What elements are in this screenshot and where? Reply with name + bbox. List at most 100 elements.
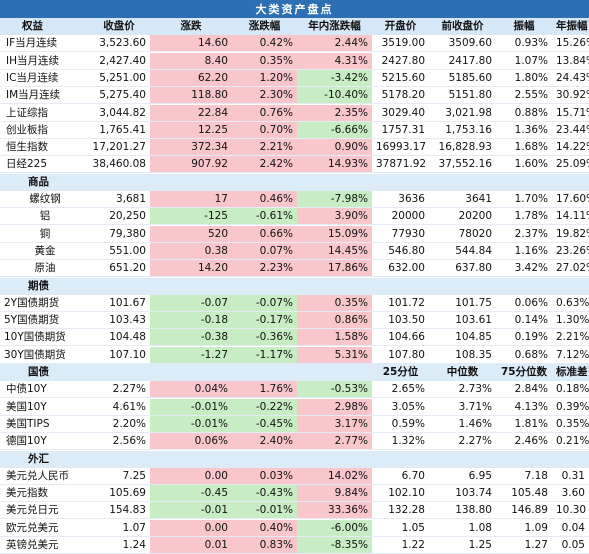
table-title: 大类资产盘点 <box>0 0 589 18</box>
change-cell: -0.01 <box>150 502 232 519</box>
close-cell: 551.00 <box>109 244 146 257</box>
blank-cell <box>232 278 297 295</box>
prev-close-cell: 37,552.16 <box>438 158 492 171</box>
amplitude-cell: 105.48 <box>511 487 548 500</box>
year-amplitude-cell: 3.60 <box>561 487 585 500</box>
prev-close-cell: 3641 <box>465 193 492 205</box>
table-row: 螺纹钢 3,681 170.46%-7.98% 3636 3641 1.70% 17.60% <box>0 191 589 208</box>
prev-close-cell: 3509.60 <box>448 37 492 50</box>
column-header: 年内涨跌幅 <box>308 20 361 32</box>
change-cell: 17 <box>150 191 232 207</box>
open-cell: 107.80 <box>388 348 425 361</box>
change-cell: -0.38 <box>150 329 232 346</box>
close-cell: 5,251.00 <box>99 71 146 84</box>
row-label: 中债10Y <box>6 383 47 396</box>
blank-cell <box>429 278 496 295</box>
row-label: 美元指数 <box>6 487 48 500</box>
change-pct-cell: -0.43% <box>232 485 297 502</box>
section-header: 期债 <box>0 277 589 295</box>
prev-close-cell: 101.75 <box>455 296 492 309</box>
open-cell: 5215.60 <box>381 71 425 84</box>
amplitude-cell: 2.46% <box>514 435 548 448</box>
row-label: 美国10Y <box>6 400 47 413</box>
open-cell: 1757.31 <box>381 123 425 136</box>
blank-cell <box>297 174 372 191</box>
section-header: 国债 25分位 中位数 75分位数 标准差 <box>0 364 589 381</box>
blank-cell <box>496 174 552 191</box>
column-header: 75分位数 <box>500 366 548 378</box>
column-header: 涨跌 <box>180 20 202 32</box>
blank-cell <box>552 174 589 191</box>
year-amplitude-cell: 25.09% <box>556 158 589 171</box>
amplitude-cell: 0.93% <box>514 37 548 50</box>
change-pct-cell: 0.40% <box>232 519 297 536</box>
blank-cell <box>297 364 372 381</box>
row-label: IC当月连续 <box>6 71 59 84</box>
ytd-cell: 3.90% <box>297 208 372 225</box>
prev-close-cell: 6.95 <box>468 469 492 482</box>
open-cell: 1.32% <box>391 435 425 448</box>
close-cell: 107.10 <box>109 348 146 361</box>
table-header: 权益 收盘价 涨跌 涨跌幅 年内涨跌幅 开盘价 前收盘价 振幅 年振幅 <box>0 18 589 35</box>
blank-cell <box>88 451 150 468</box>
column-header: 标准差 <box>556 366 588 378</box>
prev-close-cell: 138.80 <box>455 504 492 517</box>
year-amplitude-cell: 14.11% <box>556 210 589 223</box>
ytd-cell: 2.44% <box>297 35 372 52</box>
change-pct-cell: 2.23% <box>232 260 297 277</box>
amplitude-cell: 146.89 <box>511 504 548 517</box>
close-cell: 154.83 <box>109 504 146 517</box>
blank-cell <box>150 278 232 295</box>
prev-close-cell: 3.71% <box>458 400 492 413</box>
ytd-cell: -7.98% <box>297 191 372 207</box>
close-cell: 3,523.60 <box>99 37 146 50</box>
open-cell: 1.22 <box>401 539 425 551</box>
change-pct-cell: -0.22% <box>232 398 297 415</box>
prev-close-cell: 103.61 <box>455 314 492 327</box>
close-cell: 4.61% <box>112 400 146 413</box>
amplitude-cell: 0.88% <box>514 106 548 119</box>
open-cell: 0.59% <box>391 417 425 430</box>
year-amplitude-cell: 24.43% <box>556 71 589 84</box>
blank-cell <box>232 174 297 191</box>
open-cell: 102.10 <box>388 487 425 500</box>
table-row: 原油 651.20 14.20 2.23% 17.86% 632.00 637.80 3.42… <box>0 260 589 278</box>
row-label: 黄金 <box>34 244 56 257</box>
table-row: 中债10Y 2.27% 0.04% 1.76% -0.53% 2.65% 2.73% 2.84… <box>0 381 589 399</box>
column-header: 前收盘价 <box>441 20 484 32</box>
table-row: 30Y国债期货 107.10 -1.27 -1.17% 5.31% 107.80 108.3… <box>0 346 589 364</box>
table-row: 美国10Y 4.61% -0.01% -0.22% 2.98% 3.05% 3.71% 4.1… <box>0 398 589 416</box>
change-cell: 0.38 <box>150 242 232 259</box>
blank-cell <box>552 278 589 295</box>
table-row: IF当月连续 3,523.60 14.60 0.42% 2.44% 3519.00 3509… <box>0 35 589 53</box>
blank-cell <box>496 451 552 468</box>
blank-cell <box>372 174 429 191</box>
year-amplitude-cell: 23.44% <box>556 123 589 136</box>
change-cell: 118.80 <box>150 87 232 104</box>
open-cell: 2.65% <box>391 383 425 396</box>
blank-cell <box>552 451 589 468</box>
amplitude-cell: 1.60% <box>514 158 548 171</box>
blank-cell <box>150 451 232 468</box>
close-cell: 2.20% <box>112 417 146 430</box>
row-label: 铜 <box>39 227 51 240</box>
prev-close-cell: 2.27% <box>458 435 492 448</box>
ytd-cell: 0.86% <box>297 312 372 329</box>
ytd-cell: 2.98% <box>297 398 372 415</box>
amplitude-cell: 1.09 <box>524 521 548 534</box>
blank-cell <box>429 174 496 191</box>
open-cell: 1.05 <box>401 521 425 534</box>
table-row: IC当月连续 5,251.00 62.20 1.20% -3.42% 5215.60 518… <box>0 69 589 87</box>
ytd-cell: 2.35% <box>297 104 372 121</box>
close-cell: 3,044.82 <box>99 106 146 119</box>
open-cell: 3029.40 <box>381 106 425 119</box>
table-row: 10Y国债期货 104.48 -0.38 -0.36% 1.58% 104.66 104.8… <box>0 329 589 347</box>
blank-cell <box>372 451 429 468</box>
amplitude-cell: 1.80% <box>514 71 548 84</box>
ytd-cell: 17.86% <box>297 260 372 277</box>
year-amplitude-cell: 14.22% <box>556 141 589 154</box>
prev-close-cell: 3,021.98 <box>445 106 492 119</box>
row-label: 原油 <box>34 262 56 275</box>
table-row: 铜 79,380 520 0.66% 15.09% 77930 78020 2.37% 19.8… <box>0 225 589 243</box>
open-cell: 132.28 <box>388 504 425 517</box>
